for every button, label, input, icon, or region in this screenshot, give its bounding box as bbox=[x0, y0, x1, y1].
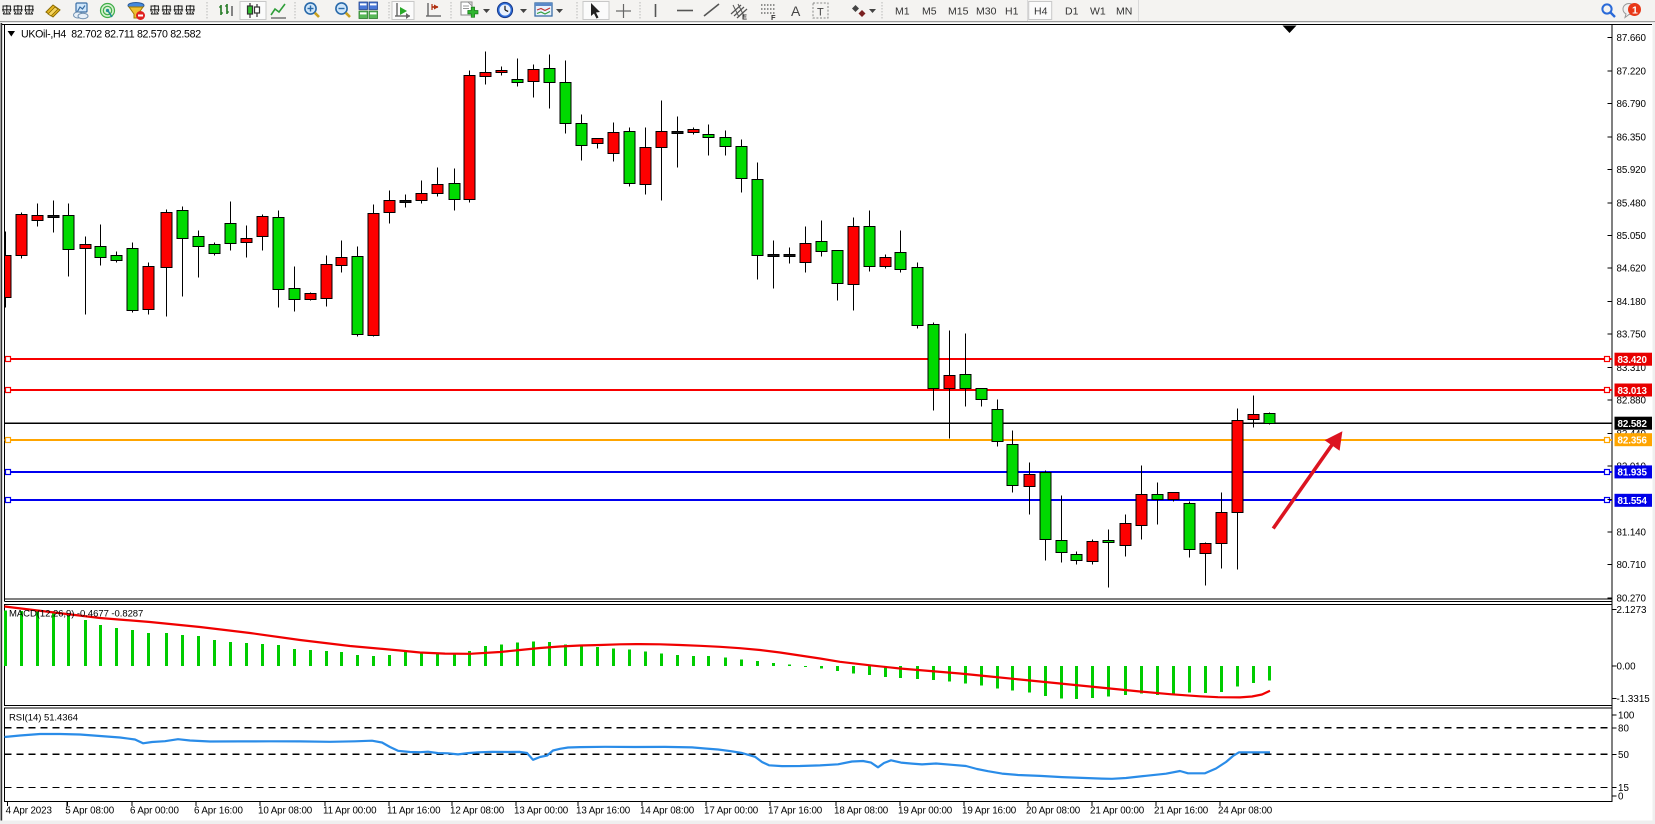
svg-text:-1.3315: -1.3315 bbox=[1617, 694, 1651, 705]
svg-text:T: T bbox=[817, 7, 824, 19]
svg-text:85.050: 85.050 bbox=[1617, 231, 1647, 242]
svg-text:4 Apr 2023: 4 Apr 2023 bbox=[6, 806, 53, 817]
svg-text:12 Apr 08:00: 12 Apr 08:00 bbox=[450, 806, 505, 817]
svg-text:0.00: 0.00 bbox=[1617, 662, 1637, 673]
svg-text:82.582: 82.582 bbox=[1618, 419, 1648, 430]
svg-text:19 Apr 00:00: 19 Apr 00:00 bbox=[898, 806, 953, 817]
svg-text:14 Apr 08:00: 14 Apr 08:00 bbox=[640, 806, 695, 817]
svg-text:M1: M1 bbox=[895, 6, 910, 18]
svg-text:100: 100 bbox=[1618, 711, 1635, 722]
svg-text:19 Apr 16:00: 19 Apr 16:00 bbox=[962, 806, 1017, 817]
svg-text:81.554: 81.554 bbox=[1618, 496, 1648, 507]
svg-text:87.220: 87.220 bbox=[1617, 67, 1647, 78]
svg-text:H4: H4 bbox=[1034, 6, 1048, 18]
svg-text:86.790: 86.790 bbox=[1617, 99, 1647, 110]
svg-text:82.880: 82.880 bbox=[1617, 396, 1647, 407]
svg-text:50: 50 bbox=[1618, 750, 1629, 761]
svg-text:M5: M5 bbox=[922, 6, 937, 18]
svg-text:H1: H1 bbox=[1005, 6, 1019, 18]
svg-text:D1: D1 bbox=[1065, 6, 1079, 18]
svg-text:MACD(12,26,9) -0.4677 -0.8287: MACD(12,26,9) -0.4677 -0.8287 bbox=[9, 609, 143, 620]
svg-text:17 Apr 00:00: 17 Apr 00:00 bbox=[704, 806, 759, 817]
svg-text:83.310: 83.310 bbox=[1617, 363, 1647, 374]
svg-text:21 Apr 16:00: 21 Apr 16:00 bbox=[1154, 806, 1209, 817]
svg-text:21 Apr 00:00: 21 Apr 00:00 bbox=[1090, 806, 1145, 817]
svg-text:80: 80 bbox=[1618, 723, 1629, 734]
svg-text:2.1273: 2.1273 bbox=[1617, 605, 1648, 616]
svg-text:RSI(14) 51.4364: RSI(14) 51.4364 bbox=[9, 713, 78, 724]
svg-text:15: 15 bbox=[1618, 783, 1629, 794]
svg-text:82.356: 82.356 bbox=[1618, 436, 1648, 447]
svg-text:11 Apr 16:00: 11 Apr 16:00 bbox=[387, 806, 441, 817]
svg-text:87.660: 87.660 bbox=[1617, 33, 1647, 44]
svg-text:20 Apr 08:00: 20 Apr 08:00 bbox=[1026, 806, 1081, 817]
svg-text:11 Apr 00:00: 11 Apr 00:00 bbox=[323, 806, 377, 817]
svg-text:18 Apr 08:00: 18 Apr 08:00 bbox=[834, 806, 889, 817]
svg-text:1: 1 bbox=[1632, 5, 1638, 17]
svg-text:A: A bbox=[791, 3, 801, 19]
svg-text:F: F bbox=[771, 13, 776, 22]
svg-text:5 Apr 08:00: 5 Apr 08:00 bbox=[65, 806, 114, 817]
svg-text:6 Apr 16:00: 6 Apr 16:00 bbox=[194, 806, 243, 817]
svg-text:85.480: 85.480 bbox=[1617, 198, 1647, 209]
svg-text:W1: W1 bbox=[1090, 6, 1106, 18]
svg-text:83.013: 83.013 bbox=[1618, 386, 1648, 397]
svg-text:83.420: 83.420 bbox=[1618, 355, 1648, 366]
svg-text:81.935: 81.935 bbox=[1618, 468, 1648, 479]
svg-text:83.750: 83.750 bbox=[1617, 330, 1647, 341]
svg-text:84.620: 84.620 bbox=[1617, 264, 1647, 275]
svg-text:80.270: 80.270 bbox=[1617, 594, 1647, 605]
svg-text:81.140: 81.140 bbox=[1617, 528, 1647, 539]
svg-text:24 Apr 08:00: 24 Apr 08:00 bbox=[1218, 806, 1273, 817]
svg-text:6 Apr 00:00: 6 Apr 00:00 bbox=[130, 806, 179, 817]
svg-text:M30: M30 bbox=[976, 6, 997, 18]
svg-text:M15: M15 bbox=[948, 6, 969, 18]
svg-text:17 Apr 16:00: 17 Apr 16:00 bbox=[768, 806, 823, 817]
svg-text:85.920: 85.920 bbox=[1617, 165, 1647, 176]
svg-text:E: E bbox=[742, 13, 747, 22]
svg-text:84.180: 84.180 bbox=[1617, 297, 1647, 308]
svg-text:10 Apr 08:00: 10 Apr 08:00 bbox=[258, 806, 313, 817]
svg-text:0: 0 bbox=[1618, 792, 1624, 803]
svg-text:13 Apr 00:00: 13 Apr 00:00 bbox=[514, 806, 569, 817]
svg-text:13 Apr 16:00: 13 Apr 16:00 bbox=[576, 806, 631, 817]
svg-text:86.350: 86.350 bbox=[1617, 133, 1647, 144]
svg-text:UKOil-,H4 82.702 82.711 82.57: UKOil-,H4 82.702 82.711 82.570 82.582 bbox=[21, 29, 201, 41]
svg-text:MN: MN bbox=[1116, 6, 1132, 18]
svg-text:80.710: 80.710 bbox=[1617, 560, 1647, 571]
